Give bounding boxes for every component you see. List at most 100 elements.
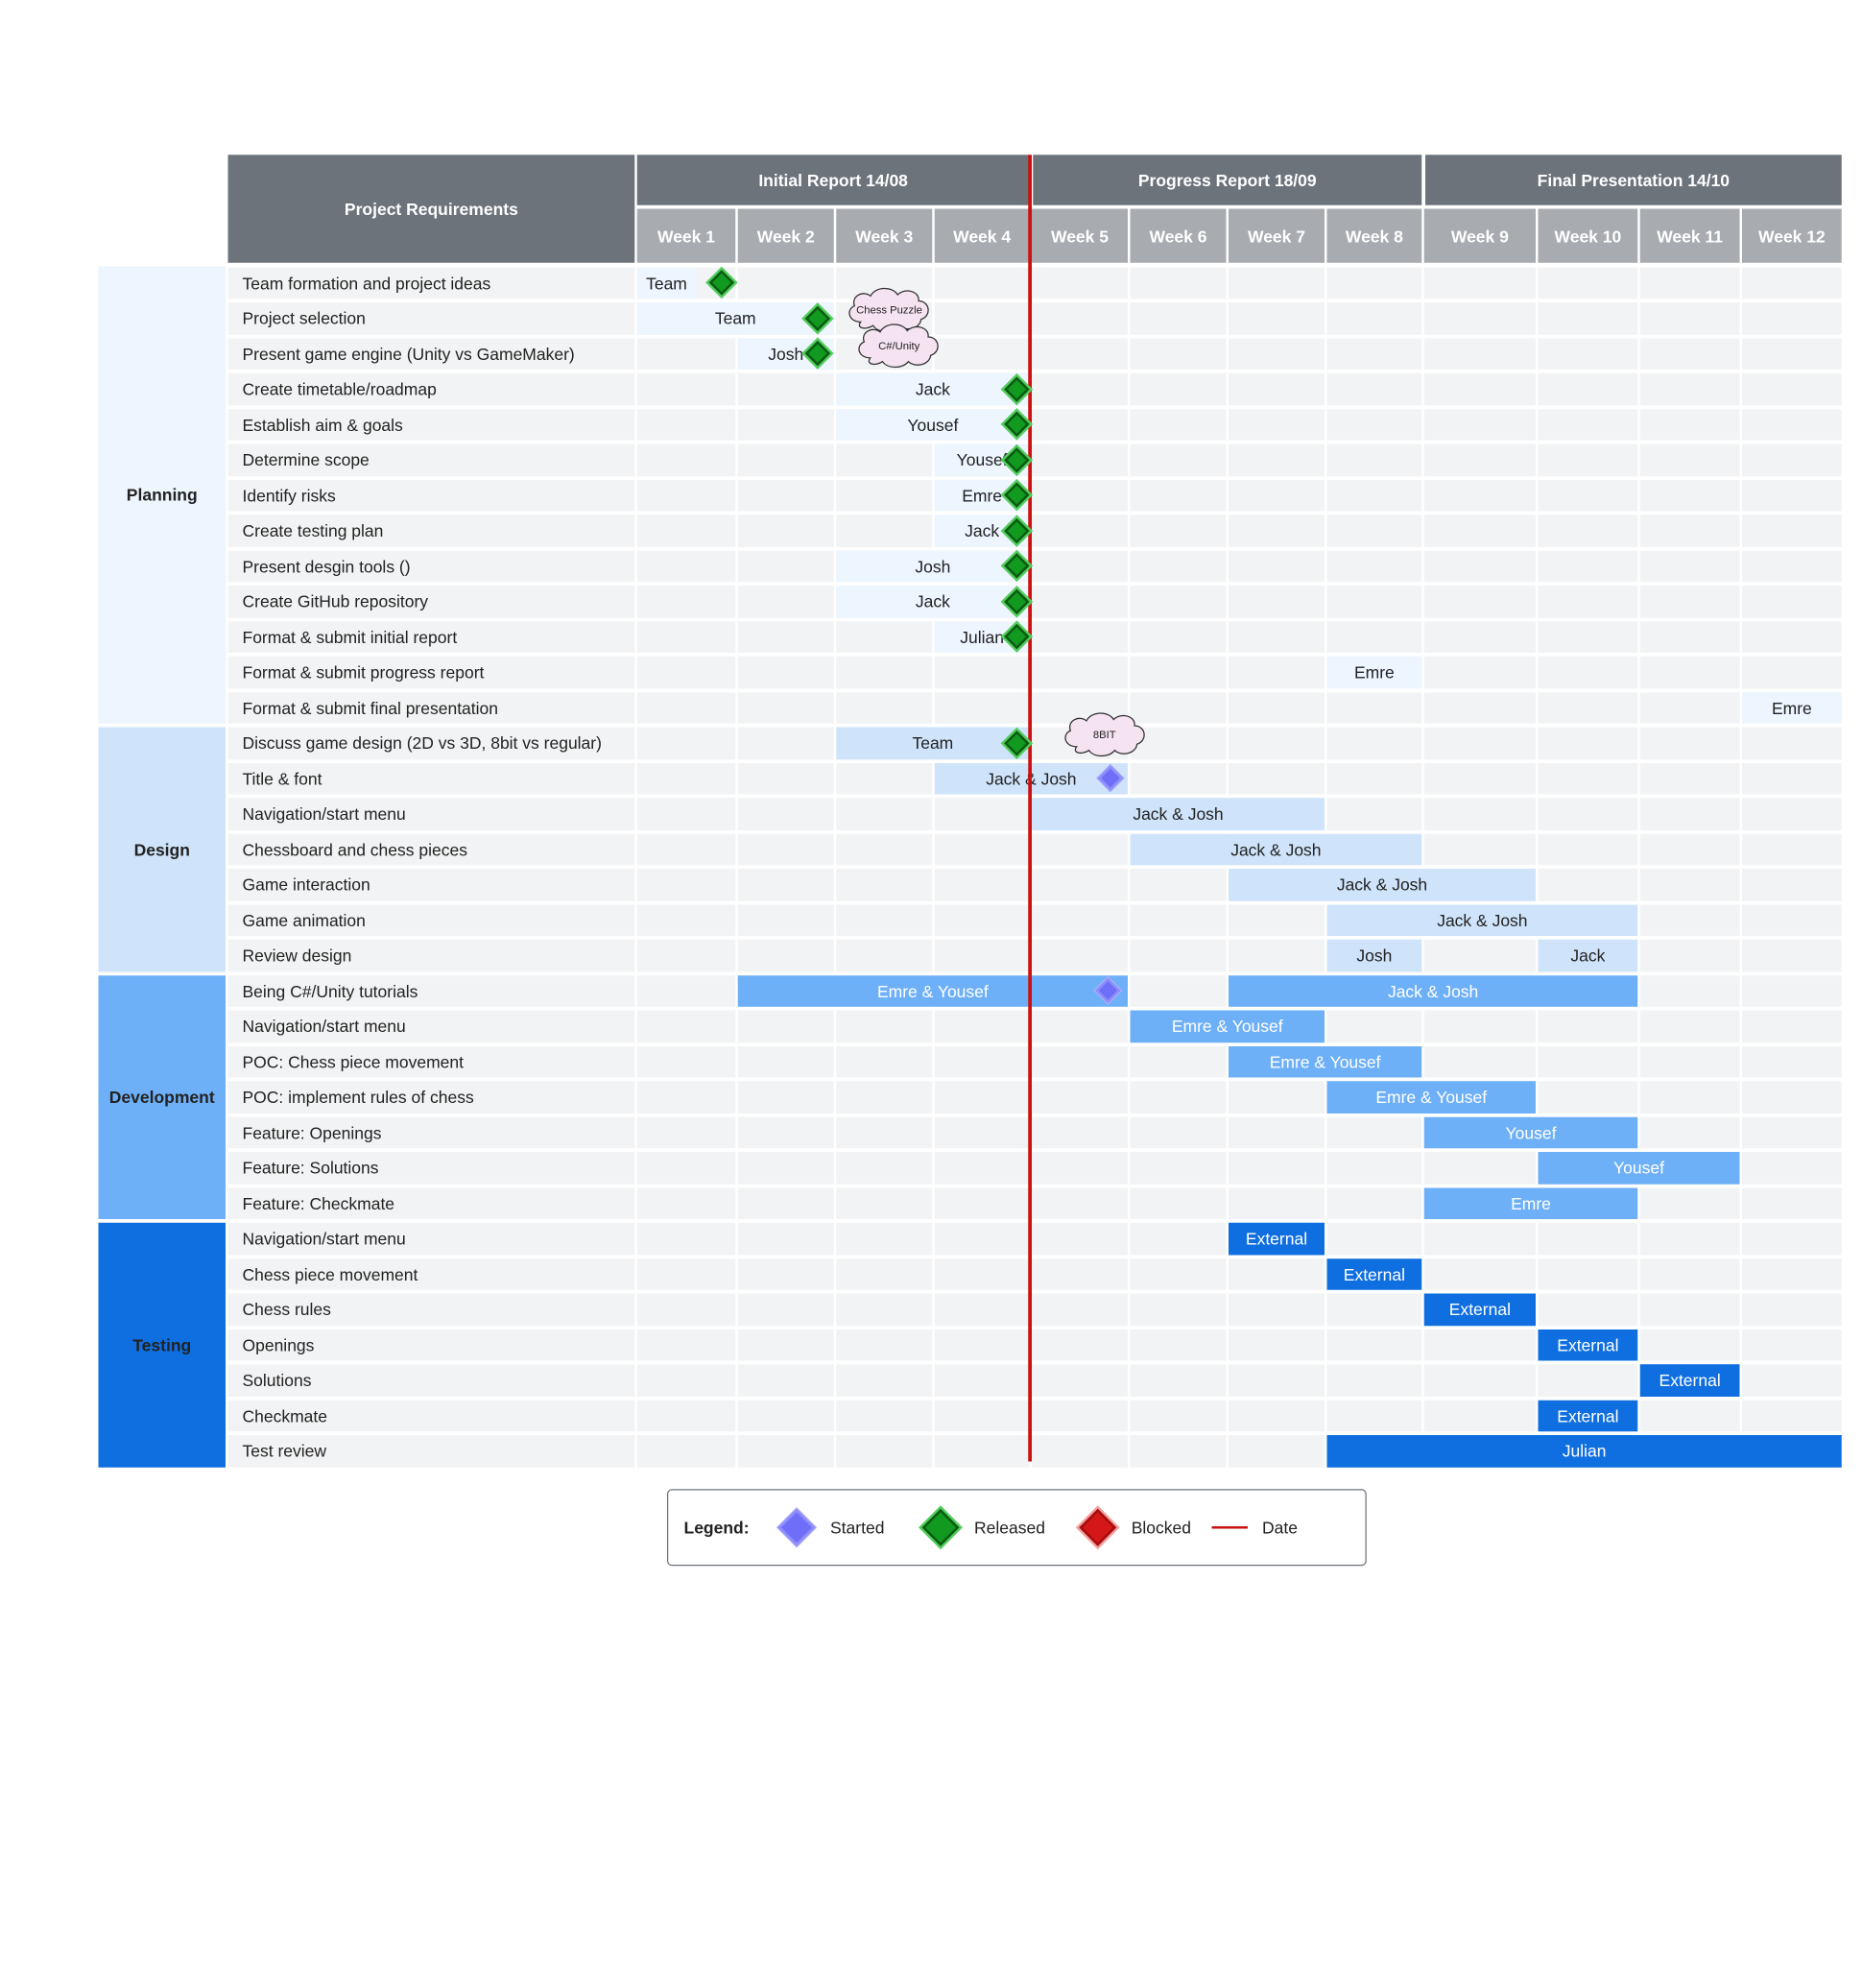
grid-cell [1032,1081,1128,1114]
task-bar: External [1229,1222,1325,1255]
grid-cell [636,869,736,901]
grid-cell [1326,443,1422,476]
grid-cell [1130,267,1227,299]
task-bar: Team [636,302,834,335]
grid-cell [1130,656,1227,688]
grid-cell [1639,691,1740,724]
week-header: Week 8 [1326,208,1422,263]
grid-cell [737,408,834,441]
grid-cell [1423,337,1536,370]
task-label: POC: Chess piece movement [227,1045,635,1078]
grid-cell [934,1293,1030,1326]
grid-cell [1639,1293,1740,1326]
week-header: Week 4 [934,208,1030,263]
grid-cell [1639,869,1740,901]
grid-cell [1032,1293,1128,1326]
task-bar: Emre [1742,691,1842,724]
grid-cell [934,1010,1030,1042]
grid-cell [1538,869,1638,901]
grid-cell [1538,267,1638,299]
grid-cell [1229,1081,1325,1114]
grid-cell [1130,762,1227,795]
grid-cell [1423,762,1536,795]
grid-cell [1130,1116,1227,1149]
grid-cell [1032,1400,1128,1432]
grid-cell [1326,1116,1422,1149]
grid-cell [836,903,933,936]
grid-cell [1742,443,1842,476]
grid-cell [1538,798,1638,830]
grid-cell [1742,833,1842,866]
grid-cell [1326,1293,1422,1326]
grid-cell [1538,620,1638,653]
grid-cell [1130,302,1227,335]
grid-cell [836,1293,933,1326]
grid-cell [737,443,834,476]
grid-cell [1229,1116,1325,1149]
grid-cell [737,586,834,618]
grid-cell [1130,443,1227,476]
grid-cell [934,1081,1030,1114]
grid-cell [836,1045,933,1078]
grid-cell [636,1186,736,1219]
grid-cell [1130,1186,1227,1219]
grid-cell [1423,620,1536,653]
task-label: Test review [227,1435,635,1468]
grid-cell [1130,1081,1227,1114]
grid-cell [737,691,834,724]
grid-cell [1742,1186,1842,1219]
grid-cell [1639,1081,1740,1114]
grid-cell [1229,1152,1325,1185]
grid-cell [636,656,736,688]
grid-cell [636,372,736,405]
grid-cell [1742,1329,1842,1361]
grid-cell [1538,443,1638,476]
grid-cell [1742,1152,1842,1185]
task-bar: Jack & Josh [1229,974,1638,1007]
grid-cell [934,903,1030,936]
grid-cell [1326,727,1422,759]
grid-cell [1032,550,1128,583]
grid-cell [1639,1222,1740,1255]
grid-cell [1538,762,1638,795]
grid-cell [737,267,834,299]
task-label: Chessboard and chess pieces [227,833,635,866]
grid-cell [1229,515,1325,547]
grid-cell [636,1329,736,1361]
grid-cell [1130,479,1227,512]
grid-cell [836,1400,933,1432]
grid-cell [1538,337,1638,370]
task-label: Format & submit initial report [227,620,635,653]
grid-cell [636,1116,736,1149]
grid-cell [636,1045,736,1078]
grid-cell [1538,1045,1638,1078]
grid-cell [1639,974,1740,1007]
grid-cell [1423,939,1536,971]
grid-cell [737,1045,834,1078]
grid-cell [934,1222,1030,1255]
grid-cell [836,515,933,547]
grid-cell [1032,1045,1128,1078]
task-bar: External [1538,1329,1638,1361]
grid-cell [1538,1257,1638,1290]
grid-cell [1032,620,1128,653]
task-label: Navigation/start menu [227,1010,635,1042]
grid-cell [1130,1293,1227,1326]
task-bar: Jack [836,586,1030,618]
grid-cell [836,1010,933,1042]
grid-cell [1130,515,1227,547]
grid-cell [934,869,1030,901]
task-label: Solutions [227,1364,635,1397]
grid-cell [737,479,834,512]
legend-title: Legend: [683,1518,750,1538]
grid-cell [737,1435,834,1468]
grid-cell [1639,337,1740,370]
grid-cell [1032,903,1128,936]
task-bar: Emre & Yousef [737,974,1128,1007]
grid-cell [1742,869,1842,901]
grid-cell [1229,620,1325,653]
task-label: Chess piece movement [227,1257,635,1290]
grid-cell [1229,443,1325,476]
grid-cell [1229,762,1325,795]
task-label: Feature: Openings [227,1116,635,1149]
